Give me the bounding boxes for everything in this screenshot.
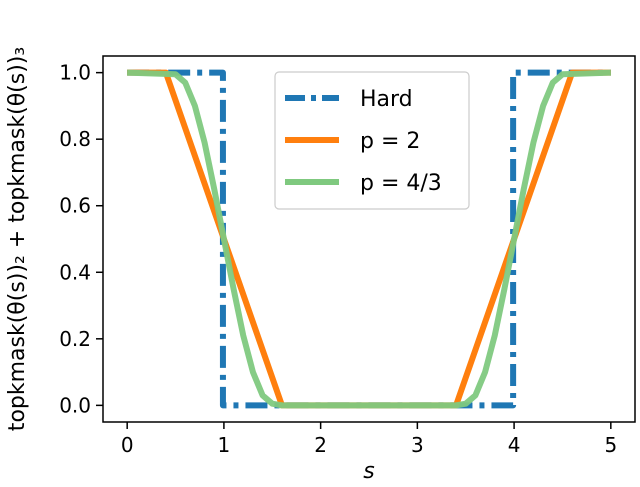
legend: Hard p = 2 p = 4/3 [274,71,470,210]
x-tick-label-4: 4 [508,433,521,457]
y-axis-label: topkmask(θ(s))₂ + topkmask(θ(s))₃ [5,47,30,431]
y-tick-label-0: 0.0 [59,393,91,417]
series-line-2 [127,69,611,409]
x-tick-label-3: 3 [411,433,424,457]
legend-label-0: Hard [360,87,413,112]
x-tick-label-2: 2 [314,433,327,457]
legend-box [274,71,470,210]
legend-label-1: p = 2 [360,129,420,154]
plot-frame [102,55,636,423]
y-tick-label-1: 0.2 [59,327,91,351]
legend-label-2: p = 4/3 [360,171,442,196]
y-tick-label-2: 0.4 [59,260,91,284]
axes-layer: 0 1 2 3 4 5 0.0 0.2 0.4 0.6 0.8 1.0 [59,61,617,457]
x-tick-label-0: 0 [121,433,134,457]
x-axis-label: s [363,459,374,484]
series-layer [127,69,611,409]
x-tick-label-1: 1 [218,433,231,457]
x-tick-label-5: 5 [604,433,617,457]
y-tick-label-3: 0.6 [59,194,91,218]
y-tick-label-4: 0.8 [59,127,91,151]
y-tick-label-5: 1.0 [59,61,91,85]
